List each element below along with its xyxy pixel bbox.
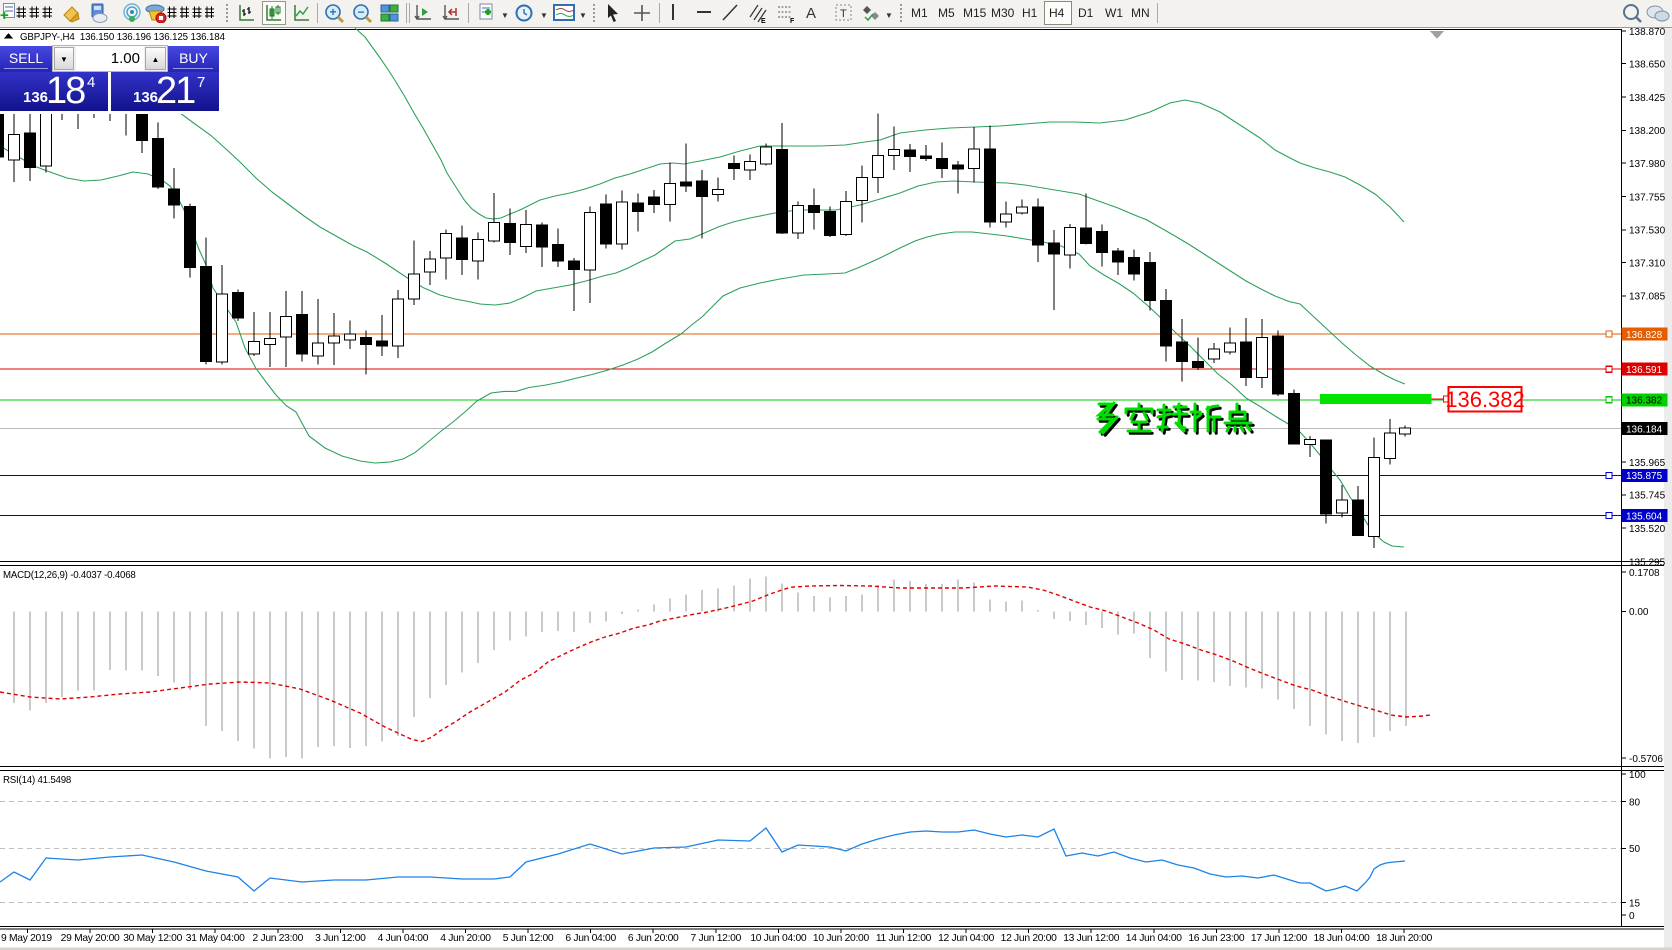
svg-text:2 Jun 23:00: 2 Jun 23:00	[253, 933, 304, 944]
svg-text:13 Jun 12:00: 13 Jun 12:00	[1063, 933, 1120, 944]
svg-text:30 May 12:00: 30 May 12:00	[123, 933, 182, 944]
svg-text:137.755: 137.755	[1629, 192, 1666, 203]
svg-text:138.650: 138.650	[1629, 59, 1666, 70]
svg-text:29 May 20:00: 29 May 20:00	[61, 933, 120, 944]
svg-text:E: E	[761, 18, 766, 24]
svg-text:10 Jun 20:00: 10 Jun 20:00	[813, 933, 870, 944]
svg-text:0.1708: 0.1708	[1629, 568, 1660, 579]
svg-text:6 Jun 04:00: 6 Jun 04:00	[565, 933, 616, 944]
svg-text:4 Jun 04:00: 4 Jun 04:00	[378, 933, 429, 944]
svg-text:F: F	[790, 18, 795, 24]
svg-text:5 Jun 12:00: 5 Jun 12:00	[503, 933, 554, 944]
svg-text:11 Jun 12:00: 11 Jun 12:00	[876, 933, 932, 944]
svg-text:100: 100	[1629, 770, 1646, 781]
svg-text:0.00: 0.00	[1629, 607, 1649, 618]
svg-text:80: 80	[1629, 797, 1641, 808]
svg-text:GBPJPY-,H4 136.150 136.196 13: GBPJPY-,H4 136.150 136.196 136.125 136.1…	[20, 32, 226, 43]
svg-text:31 May 04:00: 31 May 04:00	[186, 933, 245, 944]
svg-text:136.828: 136.828	[1626, 330, 1663, 341]
svg-text:7 Jun 12:00: 7 Jun 12:00	[691, 933, 742, 944]
svg-text:137.980: 137.980	[1629, 159, 1666, 170]
svg-text:MACD(12,26,9) -0.4037 -0.4068: MACD(12,26,9) -0.4037 -0.4068	[3, 570, 136, 581]
svg-text:138.200: 138.200	[1629, 126, 1666, 137]
svg-text:136.382: 136.382	[1626, 396, 1663, 407]
svg-text:0: 0	[1629, 911, 1635, 922]
svg-text:135.520: 135.520	[1629, 524, 1666, 535]
svg-text:15: 15	[1629, 899, 1641, 910]
svg-text:136.382: 136.382	[1445, 387, 1525, 412]
svg-text:12 Jun 04:00: 12 Jun 04:00	[938, 933, 995, 944]
svg-text:135.295: 135.295	[1629, 557, 1666, 568]
svg-text:138.425: 138.425	[1629, 93, 1666, 104]
svg-text:136.184: 136.184	[1626, 424, 1663, 435]
svg-text:135.745: 135.745	[1629, 491, 1666, 502]
svg-text:10 Jun 04:00: 10 Jun 04:00	[750, 933, 807, 944]
svg-text:18 Jun 04:00: 18 Jun 04:00	[1313, 933, 1370, 944]
svg-text:135.875: 135.875	[1626, 471, 1663, 482]
svg-text:14 Jun 04:00: 14 Jun 04:00	[1126, 933, 1183, 944]
svg-text:138.870: 138.870	[1629, 27, 1666, 38]
svg-text:137.530: 137.530	[1629, 226, 1666, 237]
svg-text:9 May 2019: 9 May 2019	[1, 933, 52, 944]
svg-text:50: 50	[1629, 844, 1641, 855]
svg-text:+: +	[329, 5, 336, 19]
svg-text:137.310: 137.310	[1629, 258, 1666, 269]
svg-text:6 Jun 20:00: 6 Jun 20:00	[628, 933, 679, 944]
svg-text:T: T	[840, 8, 847, 20]
svg-text:17 Jun 12:00: 17 Jun 12:00	[1251, 933, 1308, 944]
svg-text:-0.5706: -0.5706	[1629, 754, 1663, 765]
svg-text:135.965: 135.965	[1629, 458, 1666, 469]
svg-text:137.085: 137.085	[1629, 292, 1666, 303]
svg-text:4 Jun 20:00: 4 Jun 20:00	[440, 933, 491, 944]
svg-text:18 Jun 20:00: 18 Jun 20:00	[1376, 933, 1433, 944]
svg-text:12 Jun 20:00: 12 Jun 20:00	[1001, 933, 1058, 944]
svg-text:16 Jun 23:00: 16 Jun 23:00	[1188, 933, 1245, 944]
svg-text:−: −	[357, 5, 364, 19]
svg-text:3 Jun 12:00: 3 Jun 12:00	[315, 933, 366, 944]
svg-text:135.604: 135.604	[1626, 511, 1663, 522]
svg-text:136.591: 136.591	[1626, 365, 1663, 376]
svg-text:RSI(14) 41.5498: RSI(14) 41.5498	[3, 775, 71, 786]
